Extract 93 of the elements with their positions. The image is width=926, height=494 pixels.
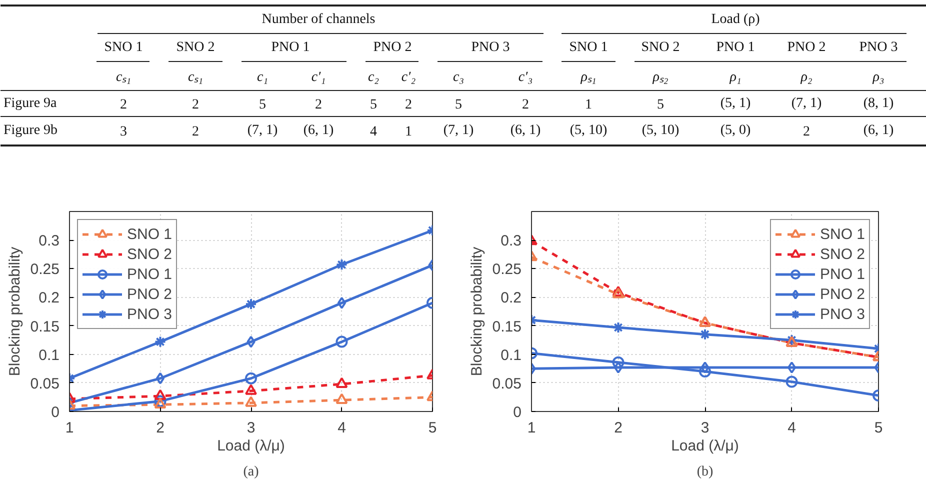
y-tick-label: 0.05 (30, 375, 60, 392)
text: (5, 10) (642, 123, 680, 138)
text: (5, 0) (720, 123, 751, 138)
y-tick-label: 0.1 (500, 346, 522, 364)
text: 5 (455, 98, 462, 112)
text: ρ₁ (728, 70, 742, 85)
text: 2 (405, 98, 412, 112)
legend-label: SNO 2 (820, 246, 865, 262)
text: ρ₃ (872, 70, 884, 85)
legend-label: PNO 2 (820, 286, 865, 302)
y-tick-label: 0.2 (500, 290, 522, 307)
x-tick-label: 4 (338, 420, 346, 436)
legend-label: PNO 1 (127, 266, 172, 282)
y-tick-label: 0.25 (492, 261, 522, 278)
legend-label: PNO 3 (820, 306, 865, 322)
text: ρₛ₂ (652, 70, 668, 85)
y-tick-label: 0 (513, 404, 522, 421)
x-axis-title: Load (λ/μ) (217, 438, 285, 454)
text: 2 (522, 98, 529, 112)
text: Load (ρ) (711, 12, 760, 27)
text: cₛ₁ (188, 70, 204, 85)
legend-label: PNO 1 (820, 266, 865, 282)
x-axis-title: Load (λ/μ) (671, 438, 739, 454)
text: PNO 1 (271, 40, 310, 55)
text: PNO 2 (373, 40, 412, 55)
text: PNO 3 (859, 40, 898, 55)
text: 2 (192, 124, 199, 140)
text: (7, 1) (791, 96, 822, 111)
text: c′₁ (311, 70, 326, 85)
text: cₛ₁ (116, 70, 132, 85)
text: (6, 1) (303, 123, 334, 138)
text: SNO 2 (641, 40, 680, 55)
text: SNO 1 (104, 40, 143, 55)
y-tick-label: 0.2 (38, 290, 60, 307)
text: 5 (657, 98, 664, 112)
text: (7, 1) (443, 123, 474, 138)
text: Number of channels (262, 12, 376, 27)
y-axis-title: Blocking probability (6, 246, 24, 376)
text: 3 (120, 124, 127, 140)
text: PNO 2 (787, 40, 826, 55)
x-tick-label: 2 (156, 420, 164, 436)
text: (5, 1) (720, 96, 751, 111)
text: 1 (585, 98, 592, 112)
x-tick-label: 5 (874, 420, 883, 436)
y-tick-label: 0.3 (500, 232, 522, 250)
caption: Figure 9a (4, 96, 58, 111)
x-tick-label: 1 (527, 420, 536, 436)
y-tick-label: 0.15 (30, 318, 60, 336)
text: (6, 1) (863, 123, 894, 138)
text: ρ₂ (800, 70, 812, 85)
x-tick-label: 2 (614, 420, 622, 436)
text: 2 (315, 98, 322, 112)
text: SNO 1 (569, 40, 608, 55)
text: c′₃ (518, 70, 533, 85)
text: 4 (370, 124, 377, 140)
legend-label: SNO 2 (127, 246, 172, 262)
x-tick-label: 1 (65, 420, 74, 436)
text: (b) (696, 464, 714, 480)
legend-label: SNO 1 (127, 226, 172, 242)
legend-label: SNO 1 (820, 226, 865, 242)
y-tick-label: 0.15 (492, 318, 522, 336)
text: c′₂ (401, 70, 416, 85)
x-tick-label: 3 (700, 420, 710, 436)
text: ρₛ₁ (580, 70, 596, 85)
text: c₃ (452, 70, 464, 85)
text: c₂ (368, 70, 380, 85)
text: c₁ (256, 70, 268, 85)
text: 5 (370, 98, 377, 112)
text: 1 (405, 124, 412, 140)
caption: Figure 9b (4, 123, 58, 138)
text: PNO 3 (471, 40, 510, 55)
x-tick-label: 4 (788, 420, 796, 436)
legend-label: PNO 3 (127, 306, 172, 322)
text: (5, 10) (570, 123, 608, 138)
y-tick-label: 0 (51, 404, 60, 421)
y-tick-label: 0.05 (492, 375, 522, 392)
y-tick-label: 0.25 (30, 261, 60, 278)
y-axis-title: Blocking probability (468, 246, 486, 376)
text: (6, 1) (510, 123, 541, 138)
x-tick-label: 5 (428, 420, 437, 436)
text: PNO 1 (716, 40, 755, 55)
text: (7, 1) (247, 123, 278, 138)
y-tick-label: 0.1 (38, 346, 60, 364)
text: 2 (192, 98, 199, 112)
text: (8, 1) (863, 96, 894, 111)
y-tick-label: 0.3 (38, 232, 60, 250)
text: (a) (243, 464, 260, 480)
text: 5 (259, 98, 266, 112)
legend-label: PNO 2 (127, 286, 172, 302)
text: 2 (803, 124, 810, 140)
text: SNO 2 (176, 40, 215, 55)
text: 2 (120, 98, 127, 112)
x-tick-label: 3 (246, 420, 256, 436)
